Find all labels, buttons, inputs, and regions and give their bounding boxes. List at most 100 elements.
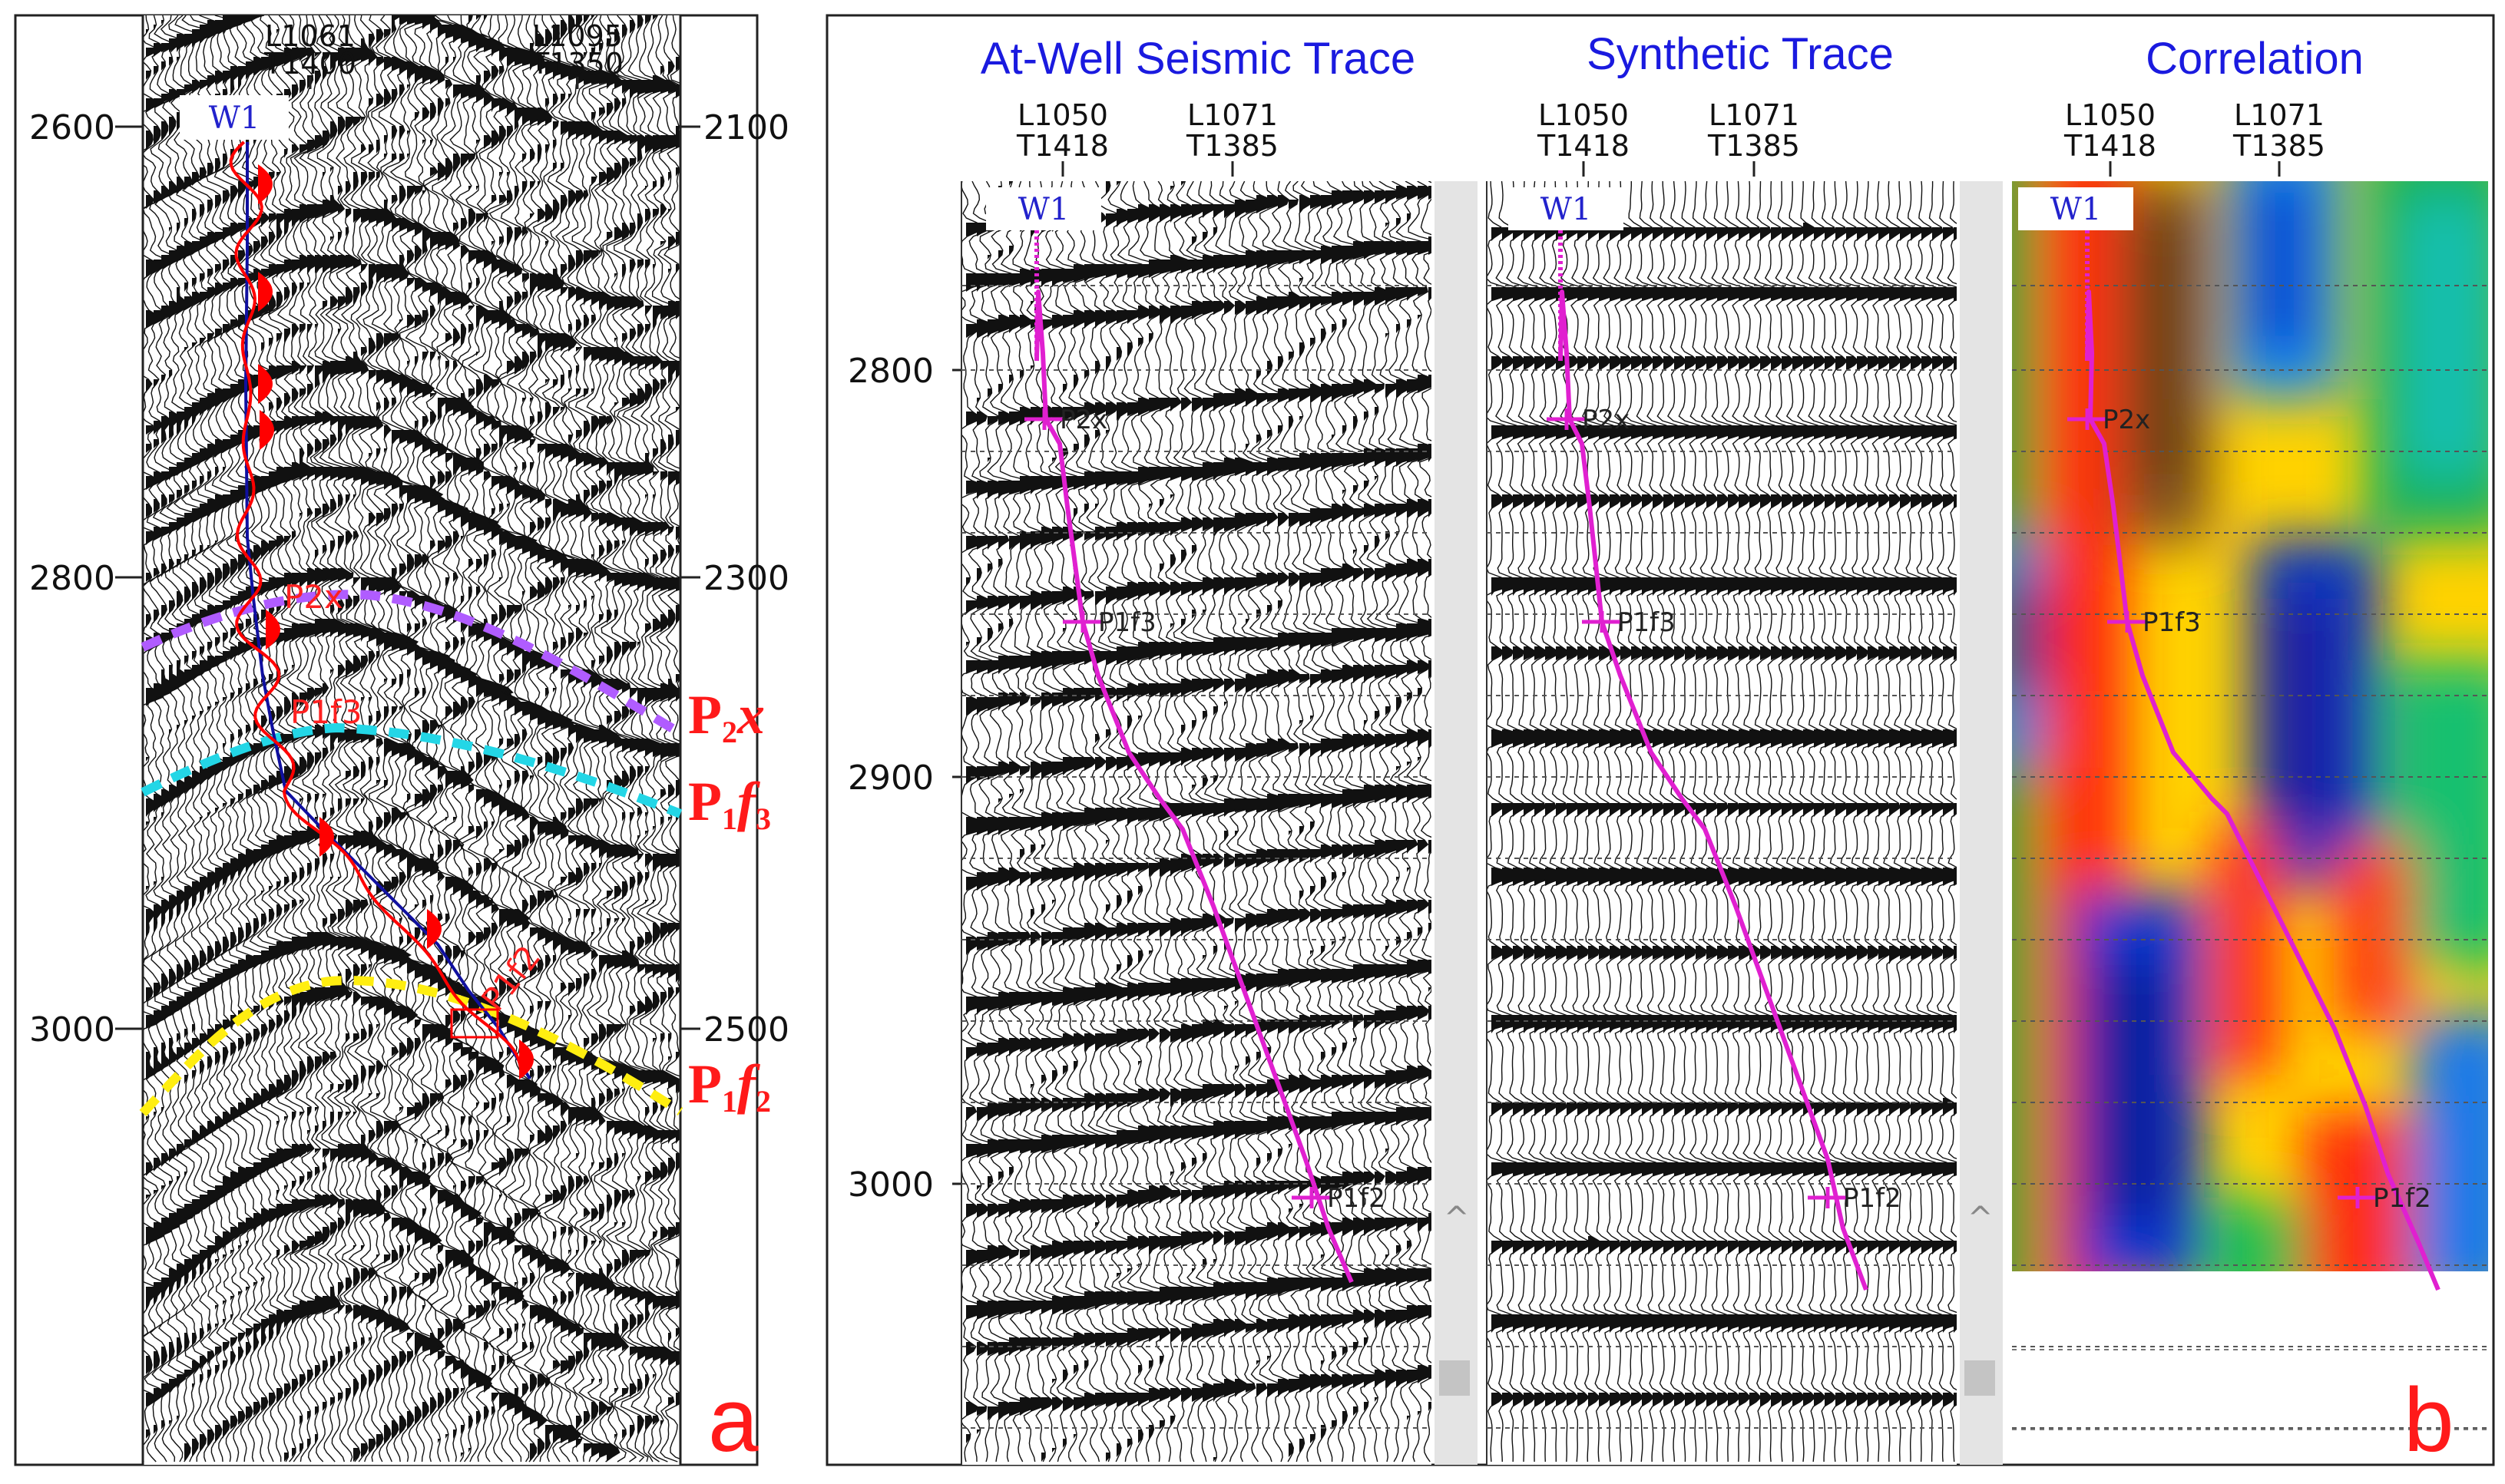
trace-peak-fill <box>1385 946 1389 950</box>
trace-peak-fill <box>430 411 436 425</box>
trace-peak-fill <box>561 1291 567 1305</box>
trace-peak-fill <box>1364 379 1375 393</box>
track-title: Correlation <box>2146 34 2364 84</box>
scroll-up-caret[interactable]: ^ <box>1444 1201 1470 1236</box>
scrollbar-thumb[interactable] <box>1964 1360 1995 1396</box>
wiggle-trace <box>1785 181 1818 1463</box>
track-wiggle-traces <box>1487 181 1957 1463</box>
trace-peak-fill <box>1717 1102 1729 1116</box>
scrollbar-thumb[interactable] <box>1439 1360 1470 1396</box>
trace-peak-fill <box>384 29 391 38</box>
trace-peak-fill <box>346 531 352 545</box>
trace-peak-fill <box>476 213 485 223</box>
trace-peak-fill <box>1428 1268 1431 1282</box>
wiggle-trace <box>197 15 240 1463</box>
trace-peak-fill <box>438 540 446 554</box>
trace-peak-fill <box>438 1245 444 1254</box>
trace-peak-fill <box>1009 1199 1024 1218</box>
trace-peak-fill <box>584 1333 592 1360</box>
horizon-marker-label: P1f3 <box>2143 607 2201 638</box>
trace-peak-fill <box>1267 573 1281 587</box>
horizon-label-p1f2: P1f2 <box>688 1053 771 1119</box>
trace-peak-fill <box>1943 729 1957 748</box>
trace-peak-fill <box>169 600 175 614</box>
trace-peak-fill <box>568 1227 574 1236</box>
trace-peak-fill <box>1803 646 1815 660</box>
trace-peak-fill <box>484 927 491 941</box>
trace-peak-fill <box>200 1434 207 1453</box>
trace-peak-fill <box>154 126 160 144</box>
trace-peak-fill <box>276 213 286 241</box>
trace-peak-fill <box>1696 494 1709 508</box>
trace-peak-fill <box>369 1153 379 1167</box>
scroll-up-caret[interactable]: ^ <box>1967 1201 1994 1236</box>
track-scrollbar[interactable] <box>1435 181 1478 1465</box>
trace-peak-fill <box>1009 375 1014 384</box>
trace-peak-fill <box>1278 739 1290 752</box>
trace-peak-fill <box>530 329 539 338</box>
trace-peak-fill <box>1224 1319 1238 1337</box>
trace-peak-fill <box>614 273 617 278</box>
panel-a-wiggle-traces <box>143 15 680 1463</box>
trace-peak-fill <box>1224 1231 1238 1245</box>
trace-peak-fill <box>614 918 619 923</box>
trace-peak-fill <box>192 209 197 223</box>
trace-peak-fill <box>545 517 551 531</box>
trace-peak-fill <box>292 1181 296 1190</box>
trace-peak-fill <box>184 720 188 725</box>
trace-peak-fill <box>1160 564 1164 573</box>
trace-peak-fill <box>330 1397 335 1406</box>
trace-peak-fill <box>1224 1024 1236 1038</box>
trace-peak-fill <box>1095 591 1107 605</box>
trace-peak-fill <box>315 52 321 57</box>
trace-peak-fill <box>1534 494 1547 508</box>
trace-peak-fill <box>515 292 521 306</box>
trace-peak-fill <box>1095 923 1108 941</box>
trace-peak-fill <box>622 540 626 545</box>
trace-peak-fill <box>438 766 448 780</box>
trace-peak-fill <box>184 218 188 227</box>
track-scrollbar[interactable] <box>1960 181 2003 1465</box>
trace-peak-fill <box>238 1102 247 1116</box>
wiggle-trace <box>1742 181 1774 1463</box>
trace-peak-fill <box>1835 1241 1848 1254</box>
trace-peak-fill <box>415 904 419 909</box>
trace-peak-fill <box>453 329 460 347</box>
trace-peak-fill <box>637 15 644 29</box>
trace-peak-fill <box>146 444 152 453</box>
trace-peak-fill <box>468 1139 473 1153</box>
trace-peak-fill <box>361 900 368 914</box>
trace-peak-fill <box>1407 840 1418 854</box>
trace-peak-fill <box>307 1144 314 1153</box>
trace-peak-fill <box>1246 1324 1256 1333</box>
trace-peak-fill <box>1502 494 1515 508</box>
trace-peak-fill <box>998 559 1002 568</box>
trace-peak-fill <box>445 1015 452 1029</box>
trace-peak-fill <box>1545 946 1557 960</box>
trace-peak-fill <box>338 296 346 310</box>
trace-peak-fill <box>1428 375 1431 388</box>
trace-peak-fill <box>568 15 574 34</box>
trace-peak-fill <box>591 388 594 393</box>
trace-peak-fill <box>1567 646 1578 660</box>
trace-peak-fill <box>238 1411 245 1425</box>
trace-peak-fill <box>491 987 498 1001</box>
trace-peak-fill <box>430 283 442 296</box>
trace-peak-fill <box>384 154 387 158</box>
trace-peak-fill <box>491 863 498 872</box>
trace-peak-fill <box>599 1024 607 1043</box>
trace-peak-fill <box>1631 646 1643 660</box>
trace-peak-fill <box>637 213 643 232</box>
trace-peak-fill <box>515 356 524 375</box>
trace-peak-fill <box>445 1079 452 1089</box>
trace-peak-fill <box>1149 950 1153 955</box>
trace-peak-fill <box>246 1098 255 1112</box>
trace-peak-fill <box>515 909 530 927</box>
trace-peak-fill <box>1289 1075 1305 1093</box>
trace-peak-fill <box>361 1374 366 1393</box>
trace-peak-fill <box>668 545 674 559</box>
trace-peak-fill <box>1117 1443 1121 1457</box>
trace-peak-fill <box>1256 393 1269 407</box>
trace-peak-fill <box>668 1033 671 1043</box>
trace-peak-fill <box>1020 1038 1034 1052</box>
